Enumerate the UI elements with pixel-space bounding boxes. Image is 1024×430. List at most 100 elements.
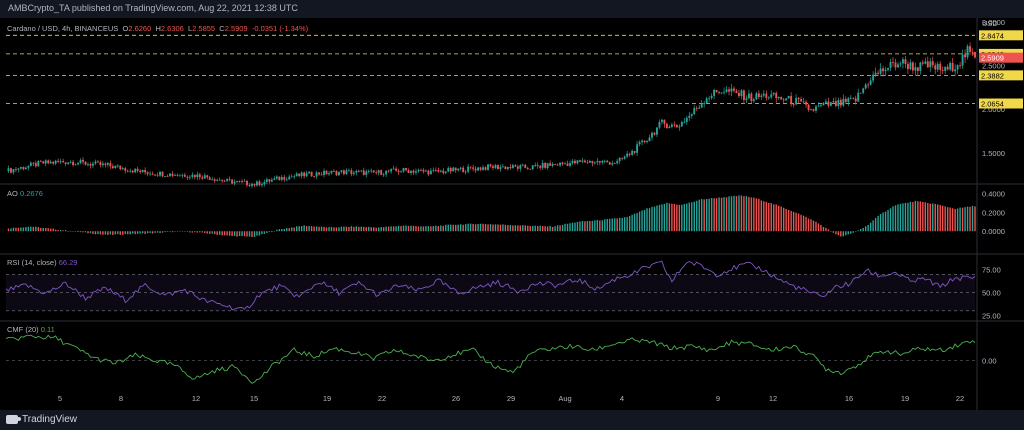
candle xyxy=(678,126,681,128)
candle xyxy=(350,170,353,174)
ao-bar xyxy=(194,231,196,233)
candle xyxy=(628,153,631,155)
ao-bar xyxy=(425,226,427,232)
ao-bar xyxy=(561,224,564,232)
ao-bar xyxy=(22,227,25,232)
candle xyxy=(675,125,678,128)
price-tick-label: 2.5000 xyxy=(982,62,1005,71)
candle xyxy=(966,46,969,58)
candle xyxy=(337,171,340,176)
ao-bar xyxy=(874,218,877,232)
candle xyxy=(320,174,323,176)
candle xyxy=(22,167,25,170)
candle xyxy=(129,170,132,172)
ao-bar xyxy=(830,231,832,232)
ao-bar xyxy=(241,231,243,237)
ao-bar xyxy=(305,226,308,232)
ao-bar xyxy=(10,228,12,232)
ao-bar xyxy=(435,225,437,232)
ao-bar xyxy=(271,231,273,233)
candle xyxy=(24,167,27,170)
ao-bar xyxy=(97,231,99,235)
candle xyxy=(593,162,596,164)
ao-bar xyxy=(50,228,52,232)
change-value: -0.0351 (-1.34%) xyxy=(251,24,309,33)
ao-bar xyxy=(504,224,507,232)
candle xyxy=(352,172,355,174)
ao-bar xyxy=(181,231,184,232)
ao-bar xyxy=(892,206,894,232)
ao-bar xyxy=(129,231,131,235)
ao-bar xyxy=(313,226,315,232)
candle xyxy=(186,176,189,178)
ao-bar xyxy=(251,231,253,238)
ao-bar xyxy=(887,210,889,232)
candle xyxy=(176,175,179,177)
candle xyxy=(924,61,927,64)
candle xyxy=(780,97,783,100)
candle xyxy=(536,165,539,166)
ao-bar xyxy=(216,231,218,235)
ao-bar xyxy=(380,226,382,232)
ao-bar xyxy=(638,211,641,232)
ao-bar xyxy=(728,196,730,232)
candle xyxy=(335,171,338,176)
ao-bar xyxy=(370,227,372,232)
candle xyxy=(62,161,65,163)
ao-bar xyxy=(807,218,810,232)
candle xyxy=(596,161,599,163)
ao-bar xyxy=(191,231,194,233)
candle xyxy=(42,161,45,164)
time-tick-label: 19 xyxy=(323,394,331,403)
ao-bar xyxy=(278,229,281,232)
ao-bar xyxy=(551,226,554,232)
ao-bar xyxy=(109,231,112,235)
candle xyxy=(529,168,532,170)
candle xyxy=(549,163,552,166)
ao-bar xyxy=(343,226,345,232)
ao-bar xyxy=(308,226,310,232)
candle xyxy=(824,101,827,103)
ao-bar xyxy=(755,198,758,232)
candle xyxy=(34,163,37,167)
candle xyxy=(298,173,301,177)
candle xyxy=(360,170,363,172)
ao-bar xyxy=(62,230,64,232)
candle xyxy=(293,176,296,178)
ao-bar xyxy=(601,220,604,232)
candle xyxy=(395,168,398,171)
candle xyxy=(283,177,286,180)
ao-bar xyxy=(479,223,482,232)
ao-bar xyxy=(586,220,589,232)
candle xyxy=(236,180,239,182)
candle xyxy=(720,92,723,94)
ao-bar xyxy=(805,216,807,232)
candle xyxy=(273,178,276,180)
price-tick-label: 2.0000 xyxy=(982,105,1005,114)
ao-bar xyxy=(946,207,949,232)
ao-bar xyxy=(546,226,549,232)
ao-tick-label: 0.2000 xyxy=(982,208,1005,217)
candle xyxy=(621,157,624,159)
ao-bar xyxy=(117,231,119,235)
candle xyxy=(355,170,358,173)
ao-bar xyxy=(912,202,914,232)
ao-bar xyxy=(676,204,678,232)
candle xyxy=(203,175,206,179)
candle xyxy=(263,181,266,185)
ao-bar xyxy=(99,231,102,235)
ao-bar xyxy=(199,231,201,233)
ao-bar xyxy=(512,225,514,232)
ao-bar xyxy=(226,231,228,236)
candle xyxy=(506,167,509,170)
candle xyxy=(899,63,902,65)
tradingview-brand[interactable]: TradingView xyxy=(6,414,77,425)
candle xyxy=(812,109,815,111)
ao-bar xyxy=(204,231,206,234)
candle xyxy=(139,170,142,173)
time-tick-label: 22 xyxy=(378,394,386,403)
ao-bar xyxy=(15,227,17,232)
candle xyxy=(188,176,191,178)
candle xyxy=(633,150,636,153)
candle xyxy=(745,98,748,101)
